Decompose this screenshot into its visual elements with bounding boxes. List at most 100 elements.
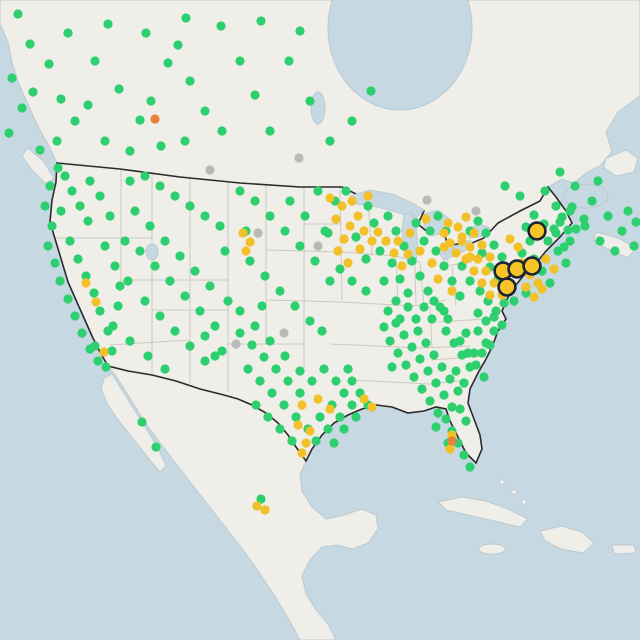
station-marker-green[interactable]	[180, 136, 190, 146]
station-marker-green[interactable]	[461, 416, 471, 426]
station-marker-yellow[interactable]	[443, 218, 453, 228]
station-marker-green[interactable]	[435, 302, 445, 312]
station-marker-yellow[interactable]	[529, 292, 539, 302]
station-marker-green[interactable]	[210, 321, 220, 331]
station-marker-green[interactable]	[13, 9, 23, 19]
station-marker-yellow[interactable]	[301, 438, 311, 448]
station-marker-yellow[interactable]	[457, 232, 467, 242]
station-marker-green[interactable]	[235, 328, 245, 338]
station-marker-green[interactable]	[300, 211, 310, 221]
station-marker-green[interactable]	[137, 417, 147, 427]
station-marker-yellow[interactable]	[91, 297, 101, 307]
station-marker-green[interactable]	[385, 336, 395, 346]
station-marker-yellow[interactable]	[393, 236, 403, 246]
station-marker-yellow[interactable]	[397, 261, 407, 271]
station-marker-green[interactable]	[160, 364, 170, 374]
station-marker-green[interactable]	[113, 301, 123, 311]
station-marker-green[interactable]	[52, 136, 62, 146]
station-marker-green[interactable]	[295, 26, 305, 36]
station-marker-green[interactable]	[610, 246, 620, 256]
station-marker-green[interactable]	[77, 328, 87, 338]
station-marker-green[interactable]	[55, 276, 65, 286]
station-marker-green[interactable]	[421, 338, 431, 348]
station-marker-yellow[interactable]	[453, 222, 463, 232]
station-marker-green[interactable]	[407, 342, 417, 352]
station-marker-yellow[interactable]	[461, 212, 471, 222]
station-marker-yellow[interactable]	[367, 236, 377, 246]
station-marker-green[interactable]	[489, 326, 499, 336]
station-marker-yellow[interactable]	[238, 228, 248, 238]
station-marker-green[interactable]	[217, 126, 227, 136]
station-marker-green[interactable]	[579, 214, 589, 224]
station-marker-green[interactable]	[439, 390, 449, 400]
station-marker-green[interactable]	[63, 294, 73, 304]
station-marker-yellow[interactable]	[451, 248, 461, 258]
station-marker-yellow[interactable]	[421, 214, 431, 224]
station-marker-green[interactable]	[429, 296, 439, 306]
station-marker-green[interactable]	[40, 201, 50, 211]
station-marker-yellow[interactable]	[297, 400, 307, 410]
station-marker-green[interactable]	[259, 352, 269, 362]
station-marker-green[interactable]	[529, 210, 539, 220]
station-marker-green[interactable]	[419, 302, 429, 312]
station-marker-green[interactable]	[90, 341, 100, 351]
station-marker-green[interactable]	[347, 400, 357, 410]
station-marker-green[interactable]	[175, 251, 185, 261]
station-marker-yellow[interactable]	[505, 234, 515, 244]
station-marker-gray[interactable]	[253, 228, 263, 238]
station-marker-green[interactable]	[28, 87, 38, 97]
station-marker-green[interactable]	[457, 261, 467, 271]
station-marker-green[interactable]	[81, 271, 91, 281]
station-marker-yellow[interactable]	[513, 242, 523, 252]
station-marker-green[interactable]	[395, 314, 405, 324]
station-marker-green[interactable]	[150, 261, 160, 271]
station-marker-green[interactable]	[395, 274, 405, 284]
station-marker-green[interactable]	[347, 276, 357, 286]
station-marker-green[interactable]	[603, 211, 613, 221]
station-marker-green[interactable]	[469, 348, 479, 358]
station-marker-green[interactable]	[307, 376, 317, 386]
station-marker-green[interactable]	[43, 241, 53, 251]
station-marker-green[interactable]	[407, 256, 417, 266]
station-marker-yellow[interactable]	[367, 402, 377, 412]
station-marker-green[interactable]	[481, 316, 491, 326]
station-marker-green[interactable]	[89, 288, 99, 298]
station-marker-green[interactable]	[195, 306, 205, 316]
station-marker-green[interactable]	[317, 326, 327, 336]
station-marker-orange[interactable]	[150, 114, 160, 124]
station-marker-green[interactable]	[570, 181, 580, 191]
station-marker-yellow[interactable]	[521, 282, 531, 292]
station-marker-yellow[interactable]	[465, 242, 475, 252]
station-marker-green[interactable]	[403, 288, 413, 298]
station-marker-green[interactable]	[441, 414, 451, 424]
station-marker-green[interactable]	[445, 374, 455, 384]
station-marker-gray[interactable]	[422, 195, 432, 205]
station-marker-green[interactable]	[457, 350, 467, 360]
station-marker-yellow[interactable]	[305, 426, 315, 436]
station-marker-green[interactable]	[67, 186, 77, 196]
station-marker-green[interactable]	[250, 196, 260, 206]
station-marker-green[interactable]	[216, 21, 226, 31]
station-marker-green[interactable]	[419, 236, 429, 246]
station-marker-green[interactable]	[160, 236, 170, 246]
station-marker-green[interactable]	[125, 146, 135, 156]
station-marker-green[interactable]	[170, 191, 180, 201]
station-marker-yellow[interactable]	[333, 246, 343, 256]
station-marker-green[interactable]	[243, 364, 253, 374]
station-marker-green[interactable]	[417, 384, 427, 394]
station-marker-green[interactable]	[250, 90, 260, 100]
station-marker-green[interactable]	[453, 386, 463, 396]
station-marker-yellow[interactable]	[353, 211, 363, 221]
station-marker-yellow[interactable]	[433, 274, 443, 284]
station-marker-green[interactable]	[313, 186, 323, 196]
station-marker-green[interactable]	[310, 256, 320, 266]
station-marker-green[interactable]	[465, 462, 475, 472]
station-marker-gray[interactable]	[294, 153, 304, 163]
station-marker-green[interactable]	[75, 201, 85, 211]
station-marker-green[interactable]	[108, 321, 118, 331]
station-marker-green[interactable]	[146, 96, 156, 106]
station-marker-green[interactable]	[217, 346, 227, 356]
station-marker-green[interactable]	[423, 366, 433, 376]
